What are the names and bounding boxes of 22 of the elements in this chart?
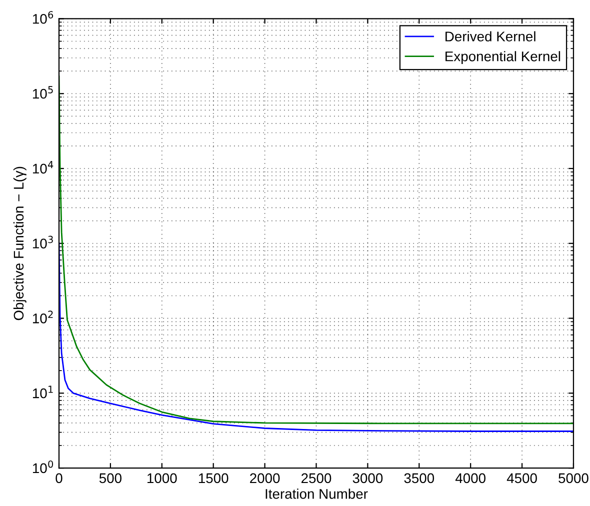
- x-tick-label: 1000: [148, 473, 177, 484]
- x-tick-label: 3000: [352, 473, 383, 484]
- x-tick-label: 2500: [301, 473, 332, 484]
- x-axis-title: Iteration Number: [266, 488, 368, 499]
- x-tick-label: 4000: [455, 473, 486, 484]
- x-tick-label: 1500: [198, 473, 228, 484]
- x-tick-label: 500: [99, 473, 122, 484]
- legend-label: Exponential Kernel: [446, 51, 560, 64]
- y-tick-label: 10$^{6}$: [32, 11, 54, 24]
- y-tick-label: 10$^{2}$: [32, 310, 53, 324]
- x-tick-label: 5000: [558, 473, 588, 484]
- x-tick-label: 3500: [404, 473, 434, 484]
- y-tick-label: 10$^{3}$: [32, 236, 53, 248]
- y-tick-label: 10$^{4}$: [32, 161, 54, 174]
- legend-label: Derived Kernel: [446, 31, 536, 42]
- y-tick-label: 10$^{1}$: [32, 386, 53, 398]
- x-tick-label: 4500: [506, 473, 537, 484]
- y-tick-label: 10$^{0}$: [32, 460, 54, 474]
- y-tick-label: 10$^{5}$: [32, 86, 53, 99]
- x-tick-label: 0: [56, 473, 62, 484]
- y-axis-title: Objective Function − L(γ): [13, 166, 26, 320]
- x-tick-label: 2000: [250, 473, 280, 484]
